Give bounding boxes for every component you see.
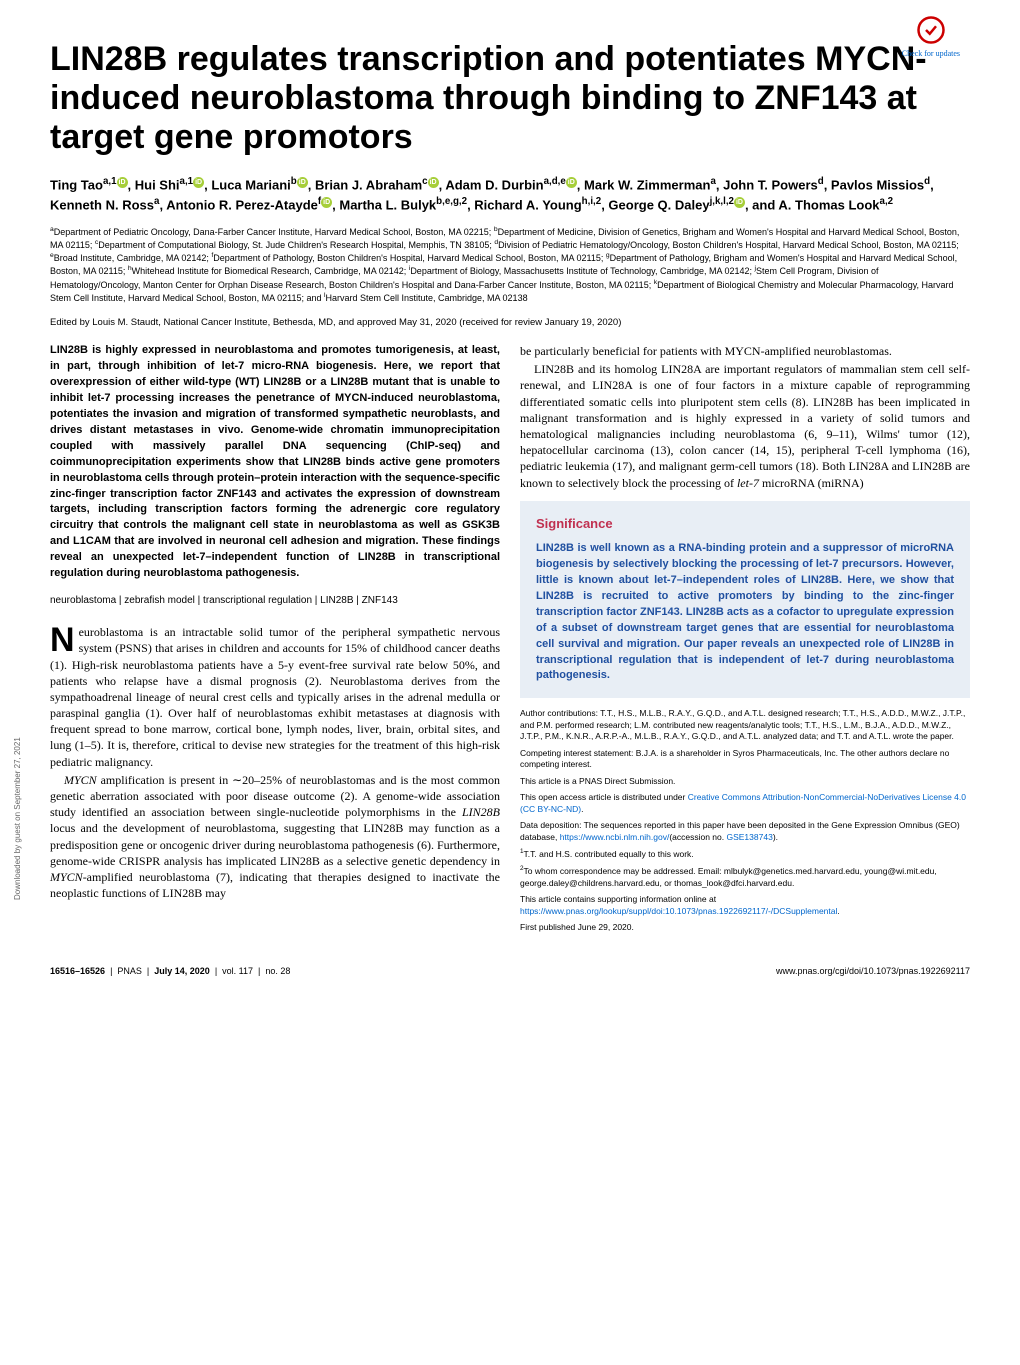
paragraph-2: MYCN amplification is present in ∼20–25%…: [50, 772, 500, 902]
edited-by: Edited by Louis M. Staudt, National Canc…: [50, 316, 970, 329]
footnote-contributions: Author contributions: T.T., H.S., M.L.B.…: [520, 708, 970, 742]
footnote-equal: 1T.T. and H.S. contributed equally to th…: [520, 848, 970, 860]
paragraph-1: euroblastoma is an intractable solid tum…: [50, 625, 500, 769]
footnote-submission: This article is a PNAS Direct Submission…: [520, 776, 970, 787]
download-watermark: Downloaded by guest on September 27, 202…: [12, 737, 23, 900]
left-column: LIN28B is highly expressed in neuroblast…: [50, 343, 500, 938]
author-list: Ting Taoa,1iD, Hui Shia,1iD, Luca Marian…: [50, 175, 970, 215]
footnote-published: First published June 29, 2020.: [520, 922, 970, 933]
abstract: LIN28B is highly expressed in neuroblast…: [50, 343, 500, 582]
footnote-competing: Competing interest statement: B.J.A. is …: [520, 748, 970, 771]
check-updates-icon: [916, 15, 946, 45]
orcid-icon: iD: [193, 177, 204, 188]
orcid-icon: iD: [321, 197, 332, 208]
orcid-icon: iD: [117, 177, 128, 188]
check-updates-label: Check for updates: [902, 48, 960, 59]
affiliations: aDepartment of Pediatric Oncology, Dana-…: [50, 225, 970, 304]
footnote-supporting: This article contains supporting informa…: [520, 894, 970, 917]
orcid-icon: iD: [428, 177, 439, 188]
orcid-icon: iD: [297, 177, 308, 188]
significance-text: LIN28B is well known as a RNA-binding pr…: [536, 541, 954, 684]
footnote-data: Data deposition: The sequences reported …: [520, 820, 970, 843]
right-column: be particularly beneficial for patients …: [520, 343, 970, 938]
body-text-right: be particularly beneficial for patients …: [520, 343, 970, 491]
orcid-icon: iD: [734, 197, 745, 208]
article-title: LIN28B regulates transcription and poten…: [50, 40, 970, 157]
body-text-left: Neuroblastoma is an intractable solid tu…: [50, 624, 500, 901]
keywords: neuroblastoma | zebrafish model | transc…: [50, 594, 500, 608]
significance-box: Significance LIN28B is well known as a R…: [520, 501, 970, 699]
two-column-layout: LIN28B is highly expressed in neuroblast…: [50, 343, 970, 938]
footer-left: 16516–16526 | PNAS | July 14, 2020 | vol…: [50, 965, 290, 978]
orcid-icon: iD: [566, 177, 577, 188]
significance-title: Significance: [536, 515, 954, 533]
footnote-license: This open access article is distributed …: [520, 792, 970, 815]
page-footer: 16516–16526 | PNAS | July 14, 2020 | vol…: [50, 959, 970, 978]
footnote-correspondence: 2To whom correspondence may be addressed…: [520, 865, 970, 889]
paragraph-3: be particularly beneficial for patients …: [520, 343, 970, 359]
check-updates-badge[interactable]: Check for updates: [902, 15, 960, 59]
paragraph-4: LIN28B and its homolog LIN28A are import…: [520, 361, 970, 491]
page-container: LIN28B regulates transcription and poten…: [0, 0, 1020, 997]
footnotes: Author contributions: T.T., H.S., M.L.B.…: [520, 708, 970, 933]
dropcap: N: [50, 624, 79, 655]
footer-right: www.pnas.org/cgi/doi/10.1073/pnas.192269…: [776, 965, 970, 978]
